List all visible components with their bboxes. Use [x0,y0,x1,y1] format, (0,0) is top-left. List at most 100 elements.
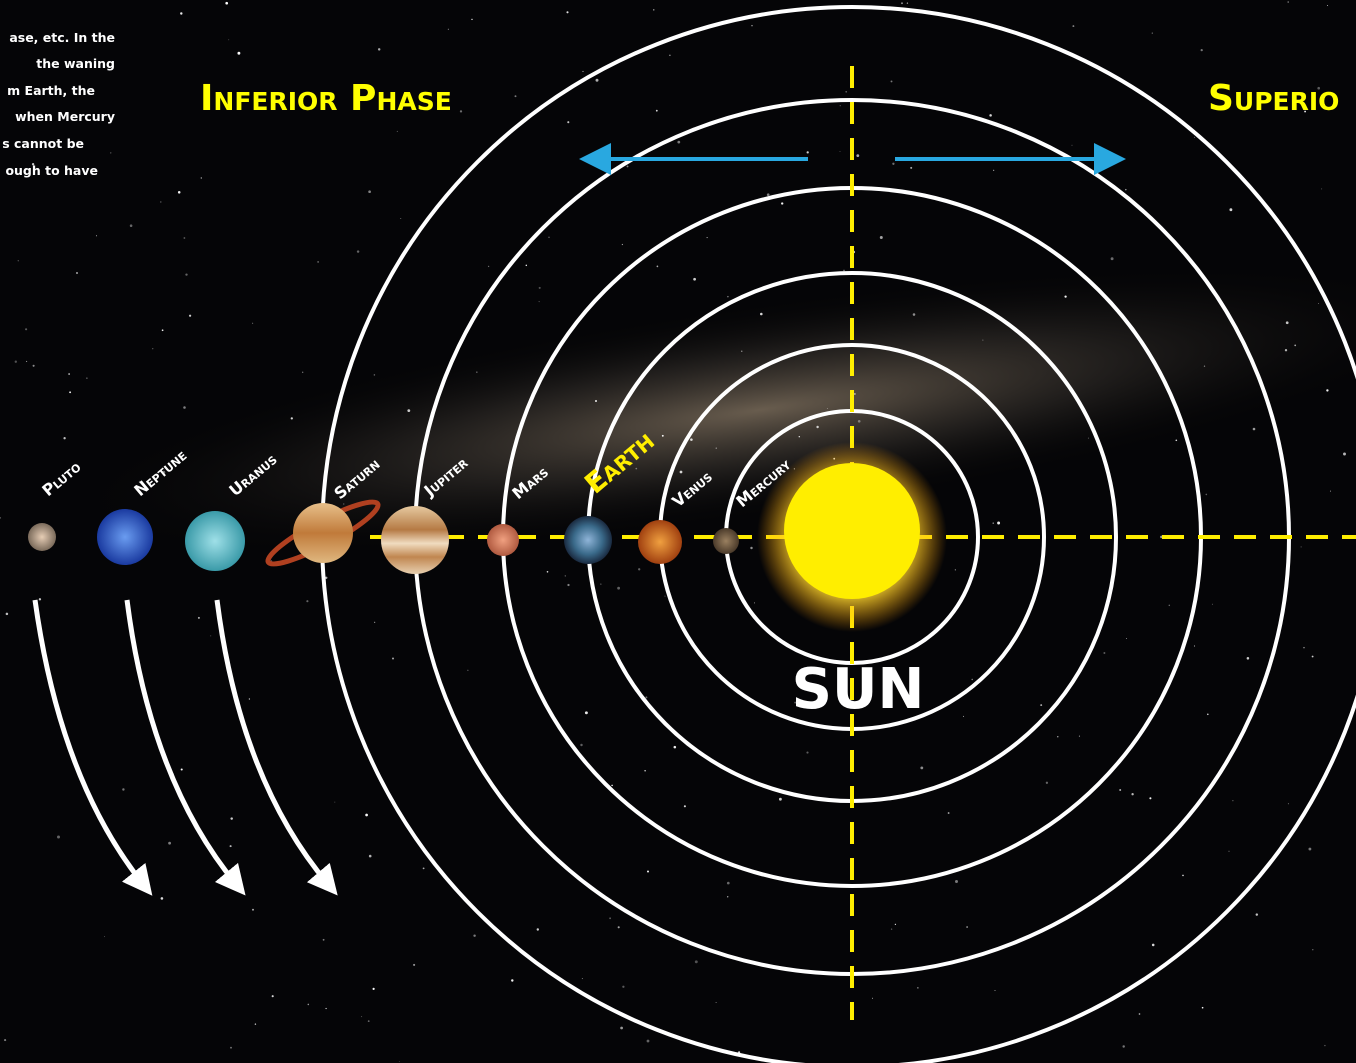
star [160,201,161,202]
star [995,990,996,991]
star [982,340,983,341]
star [840,151,841,152]
star [369,855,372,858]
star [1327,5,1328,6]
star [913,313,916,316]
star [716,448,717,449]
star [707,237,708,238]
note-line: the waning [36,56,115,71]
mercury [713,528,739,554]
star [1256,913,1258,915]
star [1088,438,1089,439]
star [910,167,912,169]
star [374,622,375,623]
diagram: ase, etc. In the the waning m Earth, the… [0,0,1356,1063]
star [1303,647,1305,649]
star [184,237,186,239]
saturn [293,503,353,563]
star [272,995,274,997]
heading: Inferior Phase [200,78,452,119]
star [291,417,293,419]
star [183,406,186,409]
star [955,569,956,570]
star [596,79,599,82]
star [39,598,41,600]
star [180,12,182,14]
star [547,571,549,573]
star [647,870,649,872]
star [1194,137,1195,138]
star [567,584,569,586]
star [690,438,693,441]
star [600,584,601,585]
note-line: when Mercury [15,109,115,124]
note-line: ase, etc. In the [9,30,115,45]
star [1206,494,1208,496]
star [858,420,861,423]
star [948,812,950,814]
note-line: m Earth, the [7,83,95,98]
star [582,978,583,979]
star [343,504,344,505]
star [448,29,449,30]
star [580,744,582,746]
star [1202,1007,1204,1009]
star [781,202,783,204]
star [993,170,994,171]
neptune [97,509,153,565]
star [1207,714,1209,716]
star [1286,321,1289,324]
star [373,988,375,990]
star [526,265,527,266]
star [210,635,211,636]
star [799,436,800,437]
star [891,928,892,929]
star [674,746,677,749]
star [880,236,883,239]
star [1201,49,1203,51]
star [225,2,228,5]
star [1152,33,1153,34]
star [302,372,303,373]
star [1247,657,1250,660]
star [840,105,841,106]
star [1330,491,1331,492]
star [582,71,583,72]
star [18,260,19,261]
star [86,377,87,378]
star [972,679,973,680]
star [323,939,325,941]
star [104,936,105,937]
star [1131,793,1133,795]
star [110,152,111,153]
star [255,1023,256,1024]
star [917,987,918,988]
star [308,1004,310,1006]
star [252,909,254,911]
star [565,575,566,576]
star [989,114,992,117]
star [727,296,729,298]
star [1072,25,1074,27]
star [1253,428,1256,431]
star [537,928,539,930]
star [228,39,229,40]
star [993,522,994,523]
star [1232,800,1233,801]
star [920,766,923,769]
star [901,2,903,4]
star [872,998,873,999]
star [1152,944,1155,947]
star [467,670,468,671]
star [618,926,620,928]
star [230,817,232,819]
star [473,934,475,936]
star [966,926,968,928]
star [374,374,376,376]
sun-label: SUN [792,657,925,722]
star [585,711,588,714]
star [4,1039,6,1041]
star [76,272,78,274]
star [152,348,153,349]
star [1204,366,1205,367]
